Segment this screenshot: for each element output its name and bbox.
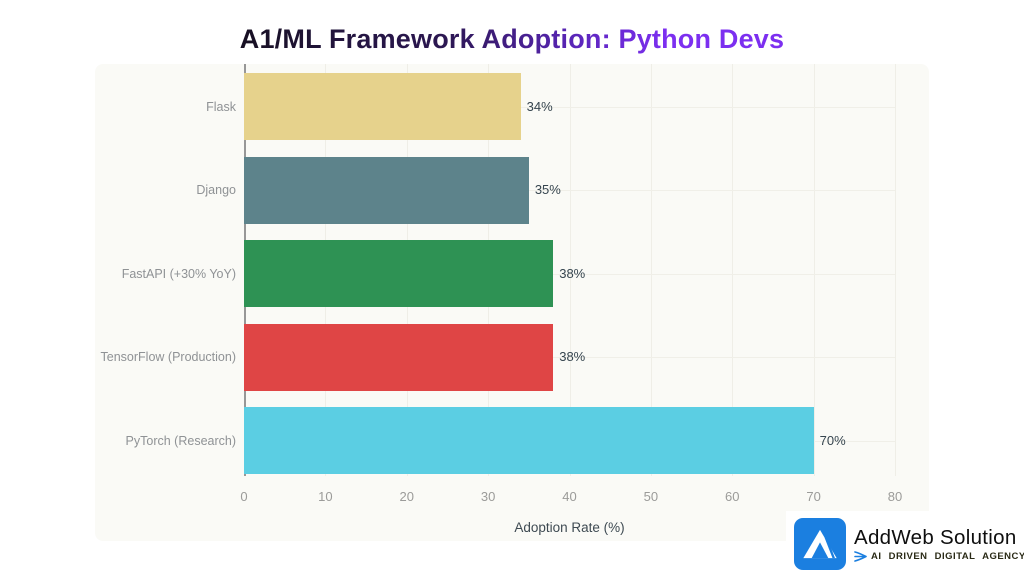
- title-row: A1/ML Framework Adoption: Python Devs: [0, 24, 1024, 55]
- x-tick-label: 60: [725, 489, 740, 504]
- horizontal-gridline: [244, 190, 895, 191]
- value-label: 38%: [559, 349, 586, 364]
- bar-tensorflow-production: [244, 323, 554, 391]
- x-tick-label: 0: [240, 489, 248, 504]
- speed-lines-left-icon: [854, 550, 867, 562]
- x-tick-label: 40: [562, 489, 577, 504]
- category-label: Django: [196, 183, 236, 197]
- vertical-gridline: [813, 64, 815, 476]
- logo-a-mountain-icon: [803, 529, 837, 558]
- x-tick-label: 80: [887, 489, 903, 504]
- horizontal-gridline: [244, 106, 895, 108]
- x-axis-title: Adoption Rate (%): [514, 520, 625, 535]
- brand-tagline: AI DRIVEN DIGITAL AGENCY: [871, 550, 1024, 562]
- horizontal-gridline: [244, 357, 895, 358]
- value-label: 34%: [526, 98, 553, 114]
- category-label: FastAPI (+30% YoY): [121, 266, 236, 281]
- bar-django: [244, 156, 529, 224]
- bar-flask: [244, 73, 521, 140]
- vertical-gridline: [650, 64, 652, 476]
- x-tick-label: 20: [399, 489, 414, 504]
- brand-block: AddWeb Solution AI DRIVEN DIGITAL AGENCY: [786, 511, 1024, 576]
- vertical-gridline: [732, 64, 734, 476]
- chart-title: A1/ML Framework Adoption: Python Devs: [239, 24, 785, 54]
- x-tick-label: 10: [318, 489, 333, 504]
- category-label: PyTorch (Research): [125, 433, 236, 448]
- brand-text: AddWeb Solution AI DRIVEN DIGITAL AGENCY: [854, 526, 1024, 562]
- addweb-logo-icon: [794, 517, 846, 570]
- bar-fastapi-30-yoy: [244, 240, 554, 307]
- x-tick-label: 50: [643, 489, 659, 504]
- x-tick-label: 70: [806, 489, 821, 504]
- category-label: TensorFlow (Production): [100, 350, 236, 364]
- vertical-gridline: [895, 64, 896, 476]
- vertical-gridline: [569, 64, 571, 476]
- value-label: 35%: [534, 182, 561, 197]
- bar-pytorch-research: [244, 407, 814, 474]
- brand-name: AddWeb Solution: [854, 525, 1017, 549]
- value-label: 70%: [819, 432, 846, 448]
- x-tick-label: 30: [480, 489, 496, 504]
- horizontal-gridline: [244, 273, 895, 275]
- category-label: Flask: [206, 99, 236, 114]
- brand-tagline-row: AI DRIVEN DIGITAL AGENCY: [854, 551, 1024, 562]
- value-label: 38%: [559, 265, 586, 281]
- chart-panel: Flask 34% Django 35% FastAPI (+30% YoY) 38% Te…: [95, 64, 929, 541]
